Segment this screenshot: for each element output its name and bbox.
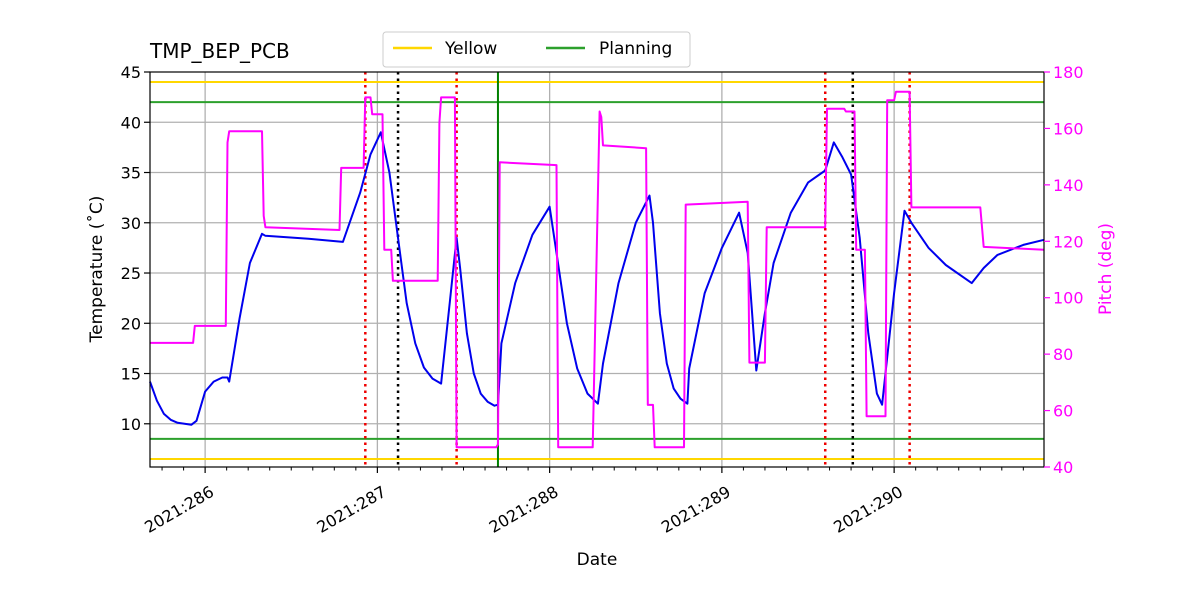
y2-tick-label: 140 <box>1053 176 1084 195</box>
y2-tick-label: 120 <box>1053 232 1084 251</box>
y-tick-label: 15 <box>121 365 141 384</box>
y2-axis-label: Pitch (deg) <box>1096 223 1116 315</box>
y2-tick-label: 180 <box>1053 63 1084 82</box>
legend: Yellow Planning <box>382 31 691 68</box>
y-tick-label: 30 <box>121 214 141 233</box>
y-tick-label: 25 <box>121 264 141 283</box>
y2-tick-label: 160 <box>1053 119 1084 138</box>
y2-tick-label: 100 <box>1053 289 1084 308</box>
y2-tick-label: 40 <box>1053 458 1073 477</box>
y-tick-label: 35 <box>121 164 141 183</box>
y-tick-label: 20 <box>121 314 141 333</box>
x-axis-label: Date <box>577 550 618 570</box>
y-axis-label: Temperature (˚C) <box>86 196 107 344</box>
y2-tick-label: 60 <box>1053 402 1073 421</box>
y-tick-label: 40 <box>121 113 141 132</box>
legend-box <box>382 31 691 68</box>
legend-label-yellow: Yellow <box>444 39 497 59</box>
pitch-series-line <box>150 90 1045 449</box>
legend-label-planning: Planning <box>599 39 672 59</box>
y2-tick-label: 80 <box>1053 345 1073 364</box>
threshold-lines <box>150 81 1044 460</box>
plot-frame <box>149 71 1045 468</box>
y-tick-label: 10 <box>121 415 141 434</box>
chart-title: TMP_BEP_PCB <box>149 39 290 63</box>
y-tick-label: 45 <box>121 63 141 82</box>
data-series <box>149 90 1045 449</box>
